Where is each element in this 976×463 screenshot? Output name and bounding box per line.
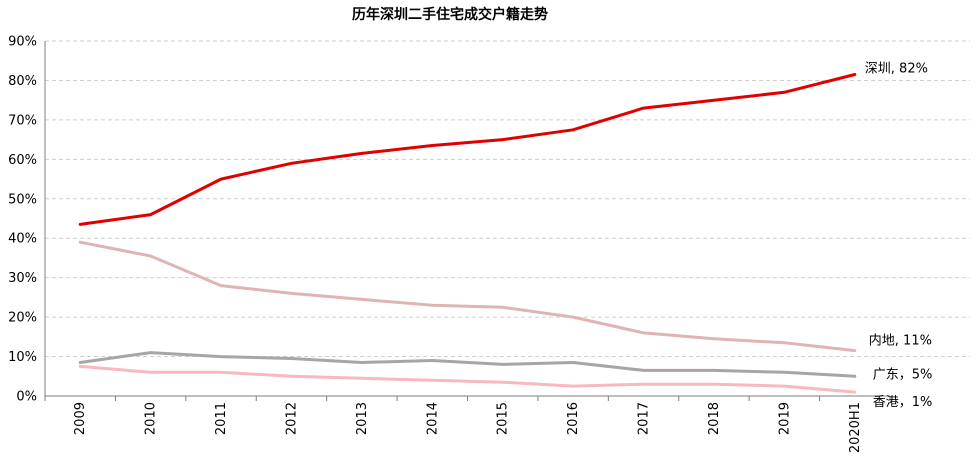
y-tick-label: 30% xyxy=(8,271,37,286)
y-tick-label: 50% xyxy=(8,192,37,207)
series-end-label: 内地, 11% xyxy=(869,333,932,349)
y-tick-label: 90% xyxy=(8,35,37,50)
grid-lines xyxy=(45,40,970,358)
y-tick-label: 0% xyxy=(16,390,37,405)
x-tick-labels: 2009 2010 2011 2012 2013 2014 2015 2016 2017 2018… xyxy=(73,402,863,453)
y-tick-label: 40% xyxy=(8,232,37,247)
x-tick-label: 2014 xyxy=(425,402,440,435)
y-tick-labels: 0% 10% 20% 30% 40% 50% 60% 70% 80% 90% xyxy=(8,35,37,405)
y-tick-label: 10% xyxy=(8,350,37,365)
y-tick-label: 20% xyxy=(8,311,37,326)
y-tick-label: 70% xyxy=(8,113,37,128)
x-tick-label: 2019 xyxy=(777,402,792,435)
x-tick-label: 2011 xyxy=(214,402,229,435)
y-tick-label: 60% xyxy=(8,153,37,168)
x-tick-label: 2018 xyxy=(707,402,722,435)
axes xyxy=(44,41,891,401)
x-tick-label: 2013 xyxy=(355,402,370,435)
series-end-label: 香港，1% xyxy=(873,395,933,410)
y-tick-label: 80% xyxy=(8,74,37,89)
x-tick-label: 2012 xyxy=(284,402,299,435)
x-tick-label: 2020H1 xyxy=(848,402,863,453)
series-end-labels: 深圳, 82% 内地, 11% 广东，5% 香港，1% xyxy=(865,62,933,411)
series-line-1 xyxy=(78,73,857,226)
series-end-label: 广东，5% xyxy=(873,367,933,382)
x-tick-label: 2010 xyxy=(144,402,159,435)
series-end-label: 深圳, 82% xyxy=(865,62,928,77)
series-line-3 xyxy=(78,351,857,378)
series-line-4 xyxy=(78,364,857,394)
series-lines xyxy=(78,73,857,394)
series-line-2 xyxy=(78,240,857,353)
x-tick-label: 2016 xyxy=(566,402,581,435)
chart-title: 历年深圳二手住宅成交户籍走势 xyxy=(352,7,548,23)
x-tick-label: 2017 xyxy=(637,402,652,435)
x-tick-label: 2009 xyxy=(73,402,88,435)
x-tick-label: 2015 xyxy=(496,402,511,435)
